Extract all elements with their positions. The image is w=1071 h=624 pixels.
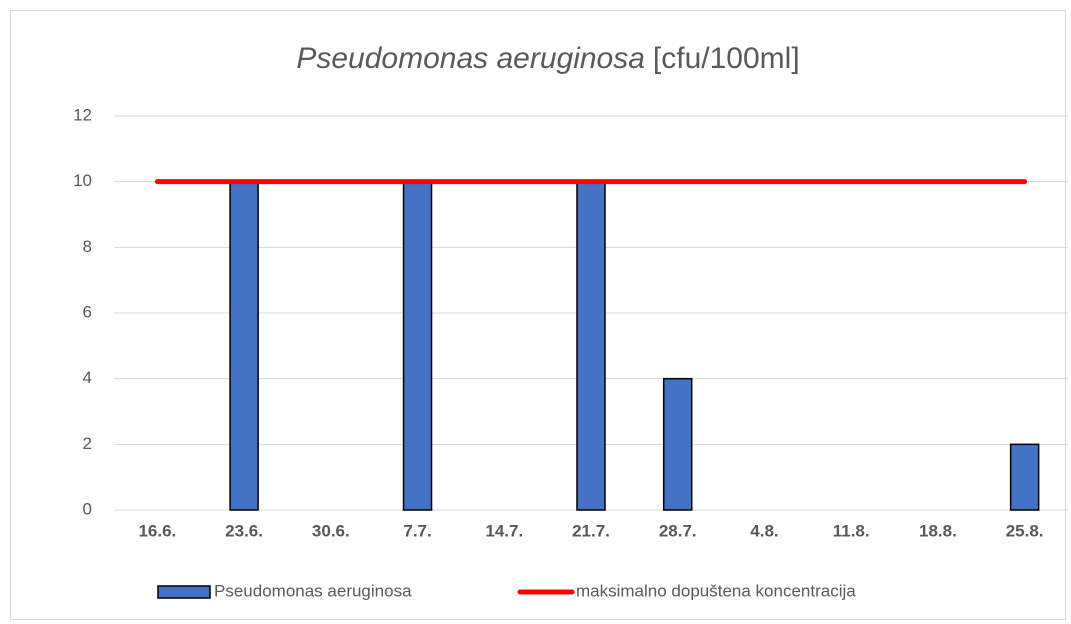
bar [1009,443,1040,511]
y-tick-label: 8 [83,237,92,256]
x-tick-label: 16.6. [138,521,176,540]
legend-label: Pseudomonas aeruginosa [214,581,412,600]
x-tick-label: 21.7. [572,521,610,540]
x-tick-label: 7.7. [403,521,431,540]
chart-title: Pseudomonas aeruginosa [cfu/100ml] [296,42,799,75]
chart-border [10,10,1066,620]
y-tick-label: 6 [83,302,92,321]
x-tick-label: 23.6. [225,521,263,540]
legend-swatch [157,585,211,599]
y-tick-label: 12 [73,105,92,124]
x-tick-label: 18.8. [919,521,957,540]
bar [229,180,259,511]
title-unit: [cfu/100ml] [653,42,800,75]
x-tick-label: 14.7. [485,521,523,540]
y-tick-label: 10 [73,171,92,190]
bar [402,180,433,511]
x-tick-label: 25.8. [1006,521,1044,540]
title-italic: Pseudomonas aeruginosa [296,42,645,75]
y-tick-label: 4 [83,368,92,387]
x-tick-label: 11.8. [833,521,870,540]
bar [662,377,693,511]
x-tick-label: 30.6. [312,521,350,540]
legend-label: maksimalno dopuštena koncentracija [576,581,856,600]
x-tick-label: 4.8. [750,521,778,540]
y-tick-label: 0 [83,499,92,518]
bar [576,180,606,511]
y-tick-label: 2 [83,434,92,453]
x-tick-label: 28.7. [659,521,697,540]
